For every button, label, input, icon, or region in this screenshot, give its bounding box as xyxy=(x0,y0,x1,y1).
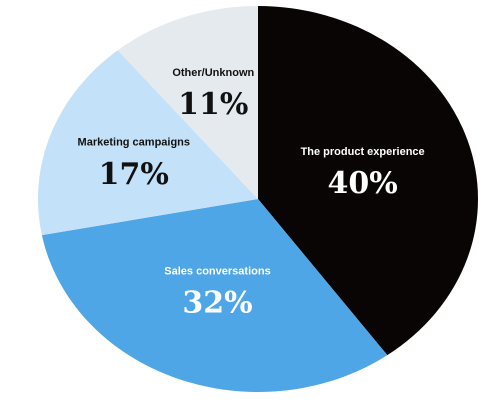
slice-label: Other/Unknown xyxy=(172,67,254,79)
slice-value-label: 11% xyxy=(178,87,248,122)
pie-slice xyxy=(37,50,258,236)
pie-slice xyxy=(258,6,478,356)
pie-slice xyxy=(117,6,258,199)
slice-label: The product experience xyxy=(301,146,425,158)
slice-value-label: 17% xyxy=(99,157,169,192)
pie-slice xyxy=(41,199,388,392)
slice-label: Marketing campaigns xyxy=(78,137,190,149)
slice-value-label: 40% xyxy=(327,166,397,201)
slice-value-label: 32% xyxy=(182,286,252,321)
slice-label: Sales conversations xyxy=(164,266,270,278)
